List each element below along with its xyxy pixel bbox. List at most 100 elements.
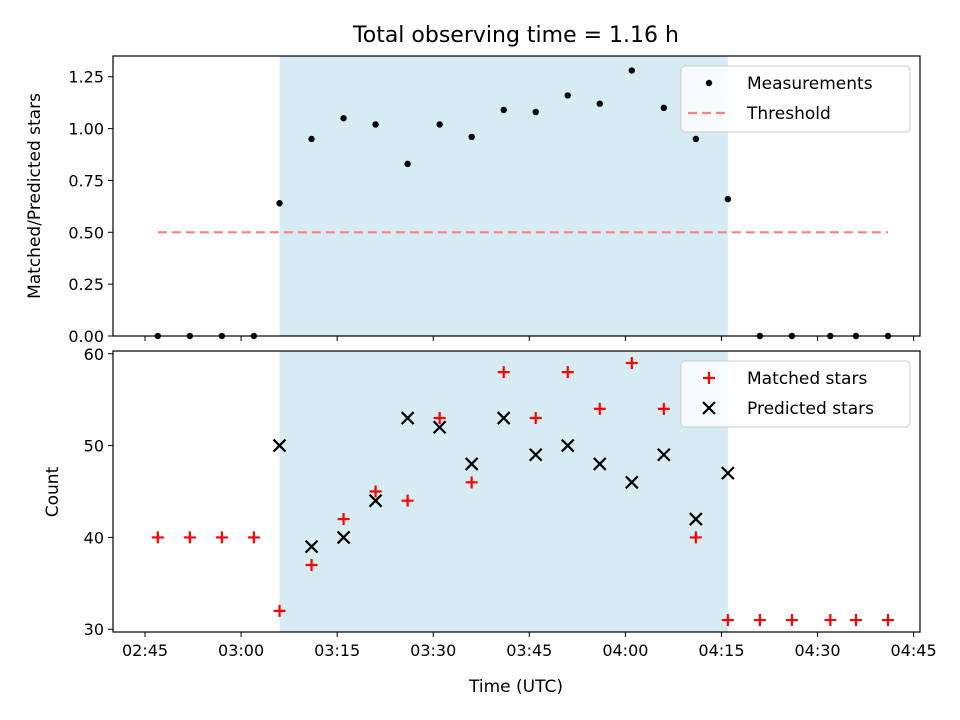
measurement-point <box>628 67 635 74</box>
y-tick-label: 0.25 <box>68 275 104 294</box>
x-tick-label: 03:00 <box>218 641 264 660</box>
measurement-point <box>564 92 571 99</box>
x-tick-label: 04:30 <box>794 641 840 660</box>
count-marks <box>151 356 894 627</box>
matched-stars-point <box>151 531 164 544</box>
matched-stars-point <box>401 494 414 507</box>
predicted-stars-point <box>496 411 511 425</box>
matched-stars-point <box>529 412 542 425</box>
matched-stars-point <box>305 558 318 571</box>
matched-stars-point <box>497 366 510 379</box>
measurement-point <box>436 121 443 128</box>
count-y-ticks: 30 40 50 60 <box>84 345 113 639</box>
x-tick-label: 03:30 <box>410 641 456 660</box>
y-tick-label: 1.25 <box>68 68 104 87</box>
matched-stars-point <box>247 531 260 544</box>
y-tick-label: 40 <box>84 528 104 547</box>
legend-label: Matched stars <box>747 369 867 389</box>
matched-stars-point <box>183 531 196 544</box>
matched-stars-point <box>593 402 606 415</box>
measurement-point <box>308 135 315 143</box>
ratio-x-ticks <box>144 336 915 341</box>
measurement-point <box>692 135 700 143</box>
y-tick-label: 0.00 <box>68 327 104 346</box>
legend-label: Predicted stars <box>747 399 874 419</box>
x-tick-label: 04:15 <box>698 641 744 660</box>
predicted-stars-point <box>272 438 287 453</box>
measurement-point <box>500 106 507 114</box>
matched-stars-point <box>433 412 446 425</box>
legend-label: Threshold <box>746 104 831 124</box>
y-tick-label: 1.00 <box>68 120 104 139</box>
measurement-point <box>532 108 539 116</box>
legend-marker <box>705 79 713 87</box>
measurement-point <box>596 100 603 107</box>
y-tick-label: 30 <box>84 620 104 639</box>
matched-stars-point <box>721 614 734 627</box>
matched-stars-point <box>824 614 837 627</box>
x-tick-label: 04:45 <box>891 641 937 660</box>
ratio-axes-frame <box>112 55 921 337</box>
observing-window-band <box>279 56 728 336</box>
predicted-stars-point <box>721 466 735 480</box>
measurement-point <box>372 121 379 128</box>
matched-stars-point <box>369 485 382 498</box>
x-axis-label: Time (UTC) <box>468 677 563 697</box>
x-tick-label: 03:15 <box>314 641 360 660</box>
measurement-point <box>468 133 475 141</box>
predicted-stars-point <box>368 493 383 508</box>
chart-title: Total observing time = 1.16 h <box>352 23 679 48</box>
predicted-stars-point <box>592 457 607 471</box>
x-tick-label: 03:45 <box>506 641 552 660</box>
predicted-stars-point <box>657 447 671 462</box>
legend-box <box>680 65 911 133</box>
observing-window-band <box>279 351 728 632</box>
count-axes-frame <box>112 350 921 633</box>
measurement-point <box>404 160 411 168</box>
matched-stars-point <box>849 614 862 627</box>
count-y-axis-label: Count <box>43 466 63 517</box>
matched-stars-point <box>625 356 638 369</box>
count-legend: Matched stars Predicted stars <box>680 360 911 428</box>
ratio-y-ticks: 0.00 0.25 0.50 0.75 1.00 1.25 <box>68 68 113 346</box>
predicted-stars-point <box>336 530 351 545</box>
predicted-stars-point <box>625 475 639 490</box>
measurement-point <box>276 200 283 207</box>
matched-stars-point <box>337 513 350 526</box>
measurement-point <box>340 115 347 122</box>
matched-stars-point <box>657 402 670 415</box>
count-x-ticks: 02:45 03:00 03:15 03:30 03:45 04:00 04:15 04:30… <box>122 632 937 660</box>
y-tick-label: 60 <box>84 345 104 364</box>
legend-marker <box>703 372 715 384</box>
y-tick-label: 0.50 <box>68 223 104 242</box>
predicted-stars-point <box>560 438 575 453</box>
matched-stars-point <box>689 531 702 544</box>
measurement-point <box>724 195 732 203</box>
predicted-stars-point <box>528 447 543 462</box>
ratio-legend: Measurements Threshold <box>680 65 911 133</box>
predicted-stars-point <box>689 512 703 526</box>
predicted-stars-point <box>464 457 479 471</box>
matched-stars-point <box>215 531 228 544</box>
matched-stars-point <box>881 614 894 627</box>
x-tick-label: 04:00 <box>602 641 648 660</box>
y-tick-label: 50 <box>84 437 104 456</box>
measurement-point <box>660 104 668 112</box>
ratio-y-axis-label: Matched/Predicted stars <box>25 93 45 299</box>
legend-box <box>680 360 911 428</box>
legend-marker <box>702 401 716 415</box>
ratio-panel: 0.00 0.25 0.50 0.75 1.00 1.25 Matched/Predict… <box>25 55 921 346</box>
predicted-stars-point <box>400 411 415 425</box>
matched-stars-point <box>273 604 286 617</box>
matched-stars-point <box>753 614 766 627</box>
legend-label: Measurements <box>747 74 873 94</box>
y-tick-label: 0.75 <box>68 171 104 190</box>
predicted-stars-point <box>432 420 447 434</box>
matched-stars-point <box>561 366 574 379</box>
matched-stars-point <box>465 476 478 489</box>
predicted-stars-point <box>304 539 319 554</box>
x-tick-label: 02:45 <box>122 641 168 660</box>
matched-stars-point <box>785 614 798 627</box>
